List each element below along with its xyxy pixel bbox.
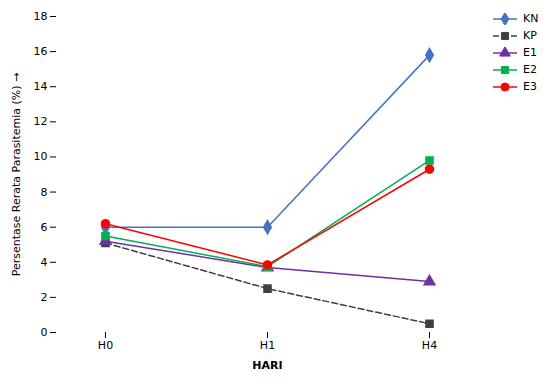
html-text:E2: E2 <box>523 63 537 76</box>
svg-text:0: 0 <box>41 326 48 339</box>
svg-text:10: 10 <box>34 150 48 163</box>
html-text:KN: KN <box>523 12 539 25</box>
svg-text:12: 12 <box>34 115 48 128</box>
svg-text:H1: H1 <box>260 339 275 352</box>
svg-text:6: 6 <box>41 221 48 234</box>
html-text:E1: E1 <box>523 46 537 59</box>
svg-text:18: 18 <box>34 10 48 23</box>
svg-text:8: 8 <box>41 186 48 199</box>
svg-text:H4: H4 <box>422 339 437 352</box>
html-text:E3: E3 <box>523 80 537 93</box>
html-text:KP: KP <box>523 29 537 42</box>
svg-text:14: 14 <box>34 80 48 93</box>
svg-text:16: 16 <box>34 45 48 58</box>
svg-text:2: 2 <box>41 291 48 304</box>
svg-text:H0: H0 <box>98 339 113 352</box>
svg-text:Persentase Rerata Parasitemia: Persentase Rerata Parasitemia (%) → <box>10 73 23 277</box>
svg-text:4: 4 <box>41 256 48 269</box>
svg-text:HARI: HARI <box>252 359 282 372</box>
